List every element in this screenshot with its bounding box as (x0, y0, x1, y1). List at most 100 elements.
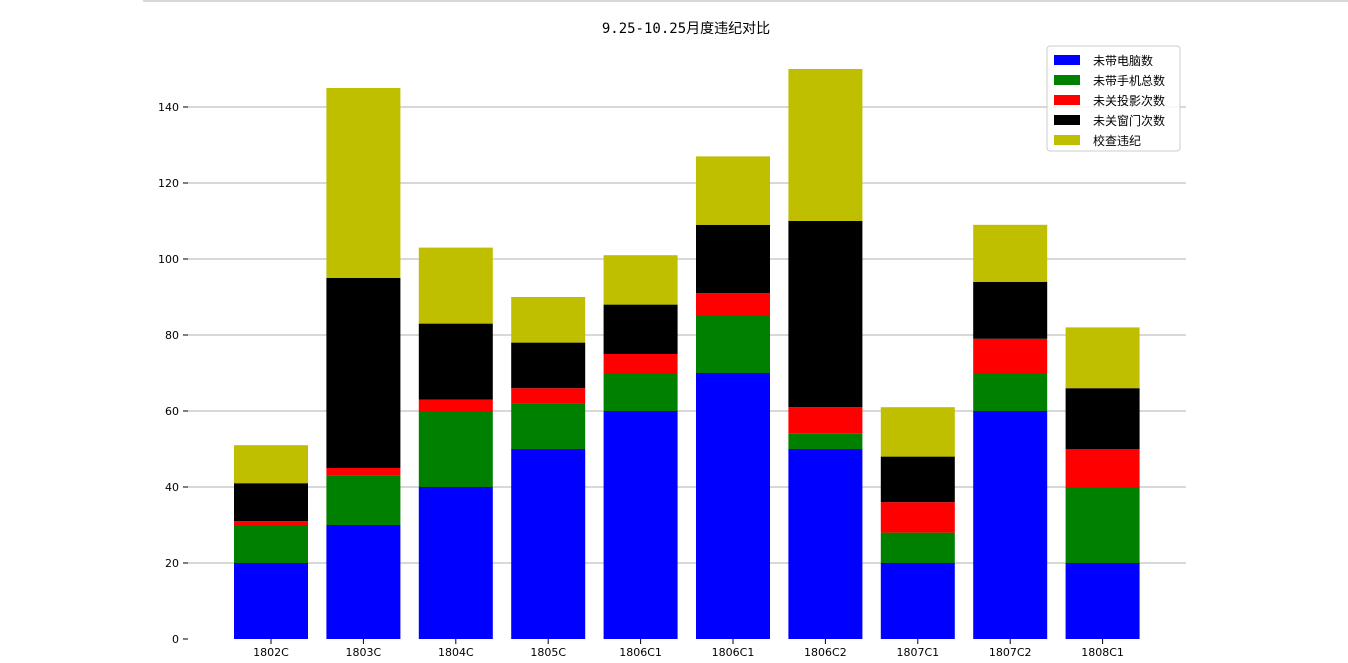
bar-stack (788, 69, 863, 639)
bar-segment (788, 433, 863, 449)
y-tick-label: 80 (165, 329, 179, 342)
bar-segment (234, 525, 308, 563)
bar-segment (326, 525, 401, 639)
bar-segment (511, 449, 586, 639)
legend-swatch (1054, 55, 1080, 65)
bar-segment (603, 354, 678, 373)
bar-segment (696, 224, 770, 294)
bar-segment (788, 449, 863, 639)
bar-segment (880, 563, 955, 639)
bar-segment (326, 88, 401, 278)
bar-segment (696, 156, 770, 225)
bar-segment (234, 445, 308, 484)
x-tick-label: 1805C (530, 646, 566, 659)
bar-segment (788, 69, 863, 221)
bar-stack (1065, 327, 1140, 639)
bar-segment (511, 342, 586, 389)
legend-swatch (1054, 95, 1080, 105)
bar-segment (1065, 388, 1140, 449)
bar-segment (326, 468, 401, 476)
top-border-line (143, 0, 1348, 2)
x-tick-label: 1802C (253, 646, 289, 659)
bar-stack (696, 156, 770, 639)
bar-stack (418, 247, 493, 639)
y-tick-label: 0 (172, 633, 179, 646)
legend-label: 未关投影次数 (1093, 93, 1165, 108)
bar-segment (234, 483, 308, 522)
legend-item[interactable]: 校查违纪 (1054, 133, 1141, 148)
legend-swatch (1054, 115, 1080, 125)
bar-segment (418, 411, 493, 487)
bar-segment (1065, 327, 1140, 389)
x-tick-label: 1807C1 (896, 646, 939, 659)
bar-segment (326, 278, 401, 468)
bar-segment (234, 563, 308, 639)
bar-stack (511, 297, 586, 639)
bar-segment (973, 281, 1048, 339)
bar-segment (788, 407, 863, 434)
legend-item[interactable]: 未带电脑数 (1054, 53, 1153, 68)
bar-segment (418, 247, 493, 324)
legend-swatch (1054, 135, 1080, 145)
bar-segment (973, 373, 1048, 411)
y-tick-label: 120 (158, 177, 179, 190)
x-tick-label: 1806C1 (619, 646, 662, 659)
bar-segment (234, 521, 308, 525)
legend-swatch (1054, 75, 1080, 85)
bar-segment (1065, 449, 1140, 487)
legend-label: 未带电脑数 (1093, 53, 1153, 68)
bar-segment (511, 403, 586, 449)
x-tick-label: 1808C1 (1081, 646, 1124, 659)
x-tick-label: 1804C (438, 646, 474, 659)
bar-segment (1065, 487, 1140, 563)
bar-segment (880, 407, 955, 457)
bar-segment (973, 338, 1048, 373)
bar-segment (973, 411, 1048, 639)
bar-stack (880, 407, 955, 639)
bar-segment (880, 502, 955, 533)
x-axis: 1802C 1803C 1804C 1805C 1806C1 1806C1 1806C2 18… (253, 639, 1124, 659)
bar-segment (788, 221, 863, 408)
bar-stacks (234, 69, 1140, 639)
legend-label: 未关窗门次数 (1093, 113, 1165, 128)
legend-label: 未带手机总数 (1093, 73, 1165, 88)
y-tick-label: 140 (158, 101, 179, 114)
bar-segment (696, 293, 770, 316)
bar-segment (880, 456, 955, 503)
bar-segment (603, 373, 678, 411)
bar-stack (326, 88, 401, 639)
bar-segment (1065, 563, 1140, 639)
x-tick-label: 1806C1 (712, 646, 755, 659)
bar-segment (326, 475, 401, 525)
bar-segment (603, 411, 678, 639)
y-tick-label: 100 (158, 253, 179, 266)
bar-stack (234, 445, 308, 639)
bar-segment (696, 316, 770, 373)
bar-segment (880, 532, 955, 563)
bar-segment (418, 323, 493, 400)
bar-segment (511, 388, 586, 404)
y-axis: 0 20 40 60 80 100 120 140 (158, 101, 188, 646)
bar-segment (418, 399, 493, 411)
legend-item[interactable]: 未关投影次数 (1054, 93, 1165, 108)
chart-title: 9.25-10.25月度违纪对比 (602, 21, 770, 37)
legend-item[interactable]: 未带手机总数 (1054, 73, 1165, 88)
bar-segment (973, 224, 1048, 282)
legend-box (1046, 45, 1181, 152)
x-tick-label: 1806C2 (804, 646, 847, 659)
bar-segment (418, 487, 493, 639)
bar-stack (973, 224, 1048, 639)
legend-item[interactable]: 未关窗门次数 (1054, 113, 1165, 128)
bar-segment (511, 297, 586, 343)
bar-segment (603, 304, 678, 354)
bar-stack (603, 255, 678, 639)
x-tick-label: 1803C (346, 646, 382, 659)
y-tick-label: 20 (165, 557, 179, 570)
y-tick-label: 40 (165, 481, 179, 494)
bar-segment (696, 373, 770, 639)
bar-segment (603, 255, 678, 305)
legend-label: 校查违纪 (1093, 133, 1141, 148)
x-tick-label: 1807C2 (989, 646, 1032, 659)
